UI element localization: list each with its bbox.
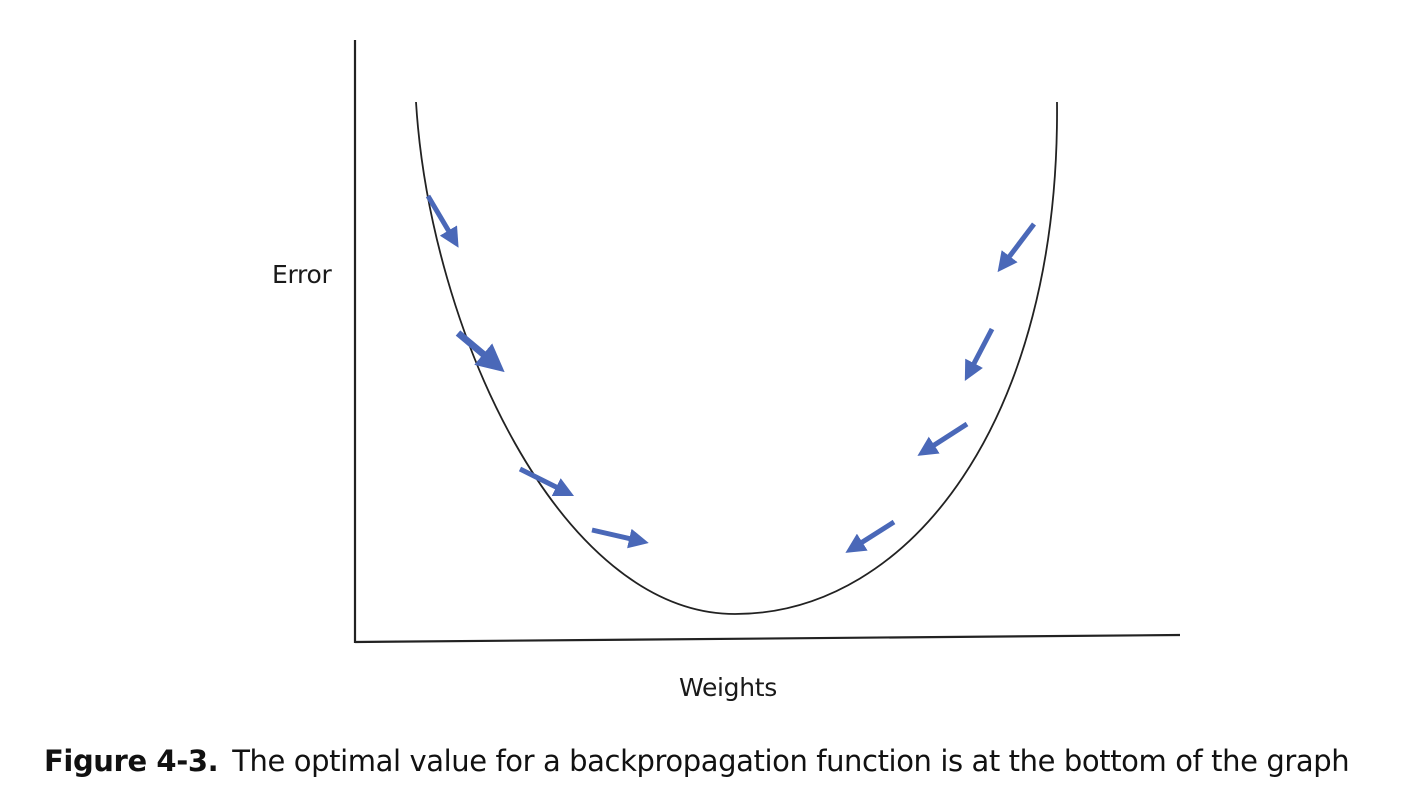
gradient-arrow [997, 222, 1036, 273]
gradient-arrow [455, 330, 505, 373]
x-axis [354, 633, 1181, 644]
gradient-arrow [964, 327, 995, 381]
error-curve [415, 101, 1058, 615]
gradient-arrow [518, 466, 575, 497]
gradient-arrow [591, 527, 649, 549]
y-axis-label: Error [272, 260, 332, 289]
x-axis-label: Weights [679, 673, 778, 702]
figure-caption: Figure 4-3. The optimal value for a backp… [44, 744, 1350, 778]
figure-number: Figure 4-3. [44, 744, 219, 778]
gradient-arrow [845, 519, 896, 553]
caption-text: The optimal value for a backpropagation … [232, 744, 1350, 778]
gradient-arrow [425, 194, 459, 248]
gradient-arrow [917, 421, 969, 456]
